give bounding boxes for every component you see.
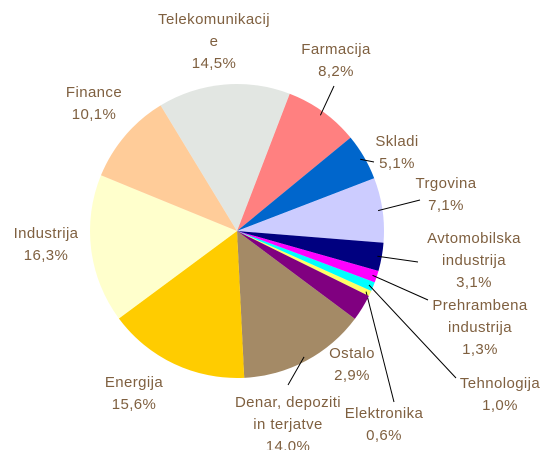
slice-value-label: 0,6%: [366, 427, 402, 444]
leader-line: [377, 255, 419, 263]
slice-value-label: 10,1%: [72, 106, 117, 123]
slice-label: Energija: [105, 374, 163, 391]
slice-value-label: 1,0%: [482, 397, 518, 414]
pie-slice: [237, 231, 379, 283]
pie-slice: [100, 105, 237, 231]
slice-label: Elektronika: [345, 405, 424, 422]
slice-value-label: 1,3%: [462, 341, 498, 358]
slice-value-label: 3,1%: [456, 274, 492, 291]
slice-label: Farmacija: [301, 41, 371, 58]
pie-slice: [237, 178, 384, 243]
slice-value-label: 16,3%: [24, 247, 69, 264]
slice-label: Denar, depoziti in terjatve: [235, 394, 341, 433]
leader-line: [319, 85, 335, 116]
slice-label: Skladi: [375, 133, 418, 150]
pie-slice: [118, 231, 245, 378]
slice-label: Trgovina: [415, 175, 476, 192]
slice-label: Prehrambena industrija: [432, 297, 528, 336]
slice-label: Ostalo: [329, 345, 375, 362]
slice-value-label: 14,0%: [266, 438, 311, 450]
slice-value-label: 14,5%: [192, 55, 237, 72]
leader-line: [360, 158, 375, 163]
pie-slice: [237, 137, 375, 231]
slice-label: Industrija: [14, 225, 79, 242]
slice-label: Avtomobilska industrija: [427, 230, 521, 269]
pie-slice: [237, 231, 372, 296]
slice-label: Finance: [66, 84, 122, 101]
leader-line: [287, 356, 305, 386]
pie-slice: [160, 84, 290, 231]
slice-value-label: 2,9%: [334, 367, 370, 384]
slice-value-label: 5,1%: [379, 155, 415, 172]
leader-line: [368, 284, 457, 379]
slice-label: Telekomunikacij e: [158, 11, 270, 50]
pie-slice: [237, 93, 351, 232]
leader-line: [378, 199, 421, 212]
slice-label: Tehnologija: [460, 375, 541, 392]
pie-slice: [237, 231, 355, 378]
leader-line: [365, 291, 395, 403]
pie-slice: [237, 231, 384, 271]
pie-slice: [237, 231, 369, 319]
pie-slice: [237, 231, 375, 291]
slice-value-label: 15,6%: [112, 396, 157, 413]
slice-value-label: 8,2%: [318, 63, 354, 80]
slice-value-label: 7,1%: [428, 197, 464, 214]
pie-slice: [89, 175, 237, 319]
leader-line: [372, 274, 429, 301]
